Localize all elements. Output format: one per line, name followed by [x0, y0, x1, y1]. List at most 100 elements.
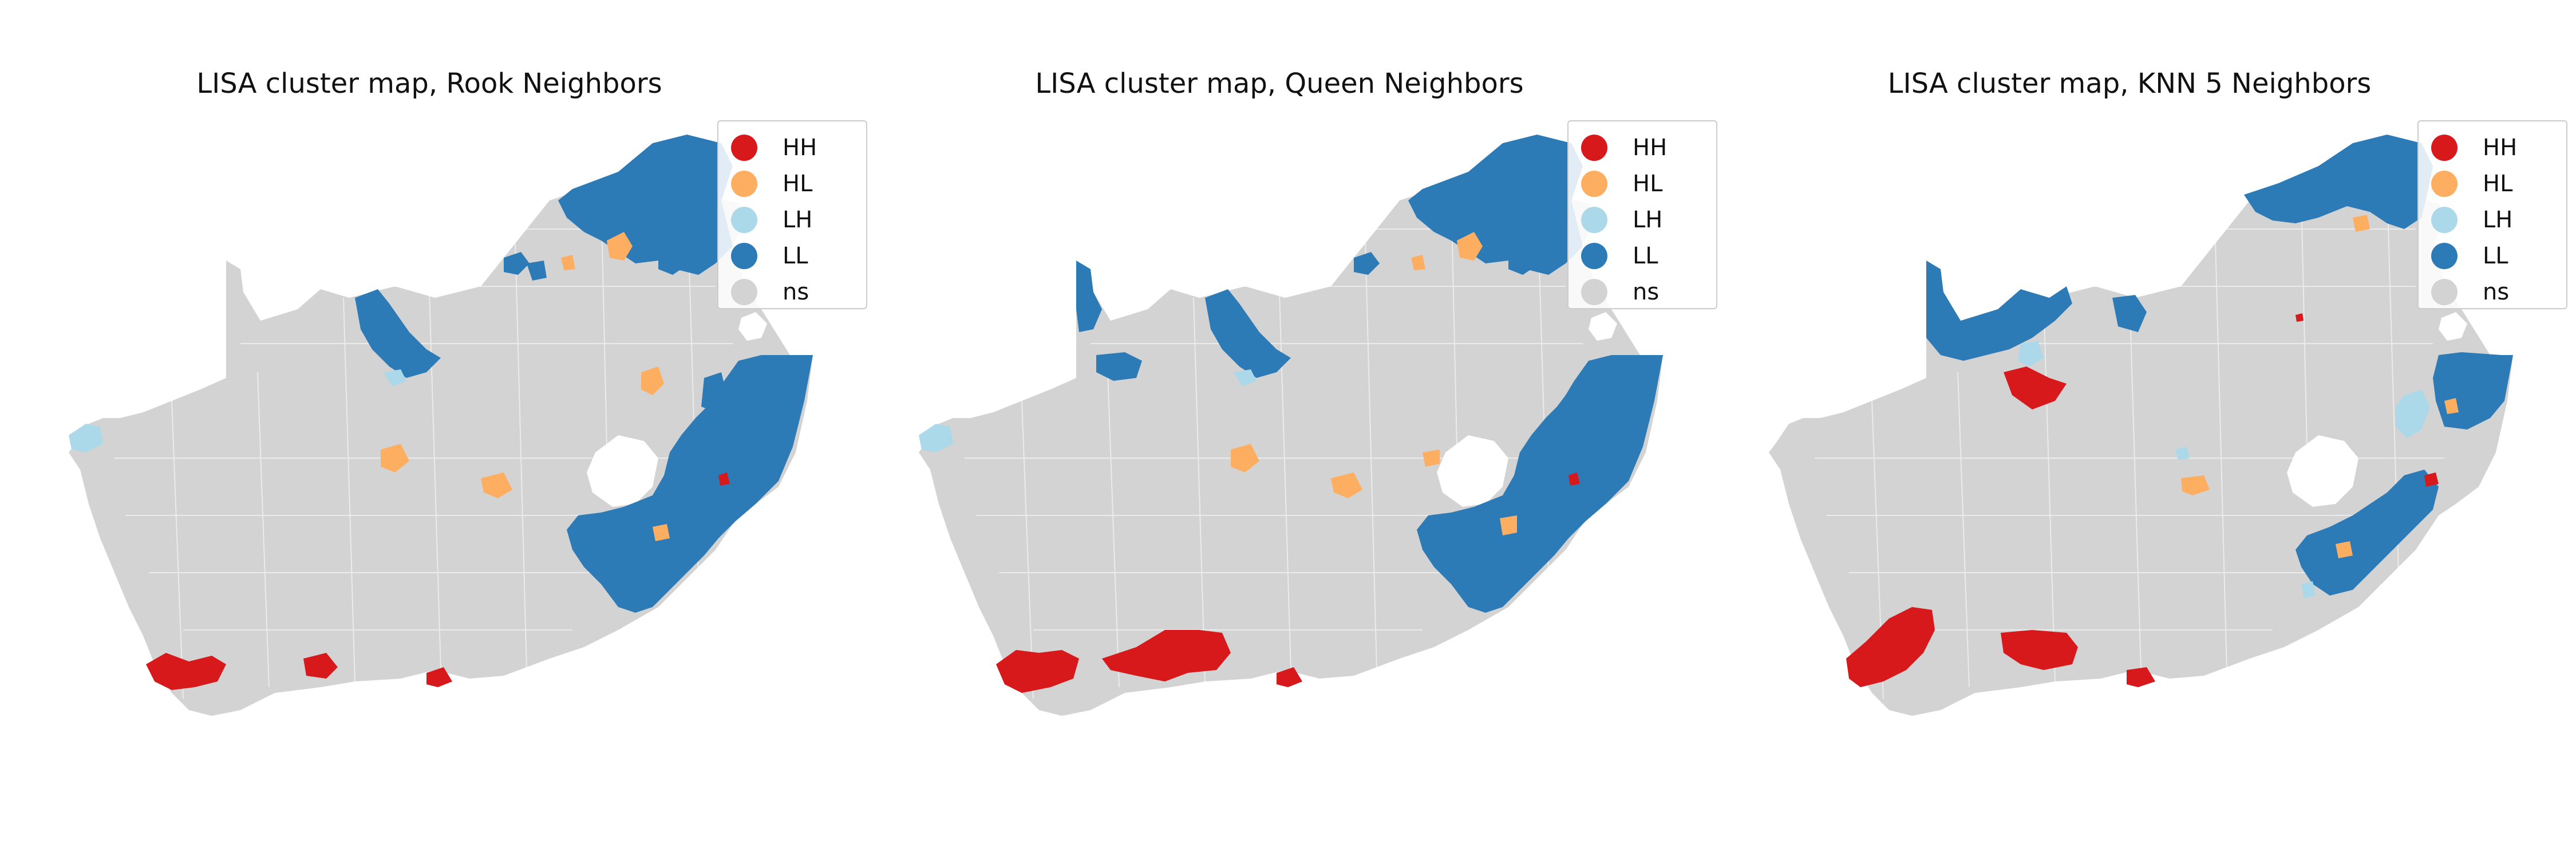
legend-label: LL: [2483, 242, 2508, 269]
region-ll: [658, 246, 690, 275]
lesotho-hole: [1437, 435, 1508, 507]
legend-marker: [2431, 170, 2458, 197]
legend-item-ns: ns: [1581, 274, 1716, 310]
panel-title: LISA cluster map, KNN 5 Neighbors: [1887, 68, 2372, 100]
region-hh: [1102, 630, 1231, 681]
legend-label: HL: [1633, 170, 1663, 197]
cluster-regions: [1846, 135, 2513, 687]
region-hl: [1500, 515, 1517, 535]
region-ll: [2112, 295, 2147, 332]
region-hl: [1331, 472, 1362, 498]
eswatini-hole: [738, 312, 767, 341]
region-lh: [2396, 389, 2430, 438]
legend-item-lh: LH: [1581, 202, 1716, 238]
region-ll: [1408, 135, 1583, 275]
legend-item-hh: HH: [2431, 129, 2566, 166]
legend-marker: [731, 278, 757, 305]
legend-item-hh: HH: [731, 129, 866, 166]
region-ll: [2244, 135, 2433, 229]
legend-label: ns: [783, 278, 809, 305]
legend-item-ll: LL: [1581, 238, 1716, 274]
legend-marker: [731, 134, 757, 161]
region-hh: [2296, 313, 2304, 322]
region-hl: [561, 255, 575, 270]
region-hl: [641, 367, 664, 395]
region-hl: [381, 444, 409, 472]
region-lh: [2301, 581, 2316, 598]
legend-label: HL: [783, 170, 813, 197]
legend-item-ns: ns: [2431, 274, 2566, 310]
region-ll: [701, 372, 727, 412]
legend-item-hl: HL: [1581, 166, 1716, 202]
region-hh: [718, 472, 730, 486]
legend-item-ns: ns: [731, 274, 866, 310]
legend-item-hh: HH: [1581, 129, 1716, 166]
municipal-grid: [114, 188, 744, 699]
legend-label: HH: [1633, 134, 1668, 161]
region-ll: [1926, 261, 2072, 361]
legend-marker: [731, 170, 757, 197]
legend-item-ll: LL: [2431, 238, 2566, 274]
legend-marker: [731, 242, 757, 269]
panel-title: LISA cluster map, Queen Neighbors: [1035, 68, 1524, 100]
legend-label: LL: [783, 242, 808, 269]
legend-item-ll: LL: [731, 238, 866, 274]
legend-marker: [1581, 278, 1607, 305]
legend-label: ns: [1633, 278, 1660, 305]
region-lh: [384, 369, 406, 387]
region-hh: [2004, 367, 2067, 409]
region-ll: [1417, 355, 1663, 613]
region-ll: [1205, 289, 1291, 378]
legend-item-hl: HL: [731, 166, 866, 202]
region-hh: [426, 667, 452, 687]
region-hl: [2444, 398, 2459, 414]
panel-rook: LISA cluster map, Rook Neighbors: [0, 0, 867, 859]
panel-knn: LISA cluster map, KNN 5 Neighbors: [1700, 0, 2567, 859]
legend-marker: [2431, 134, 2458, 161]
region-hl: [607, 232, 633, 261]
region-hh: [2001, 630, 2078, 670]
region-lh: [69, 424, 103, 452]
region-hl: [2353, 215, 2370, 232]
panel-title: LISA cluster map, Rook Neighbors: [196, 68, 662, 100]
map-rook: [69, 135, 813, 716]
region-ll: [504, 252, 530, 275]
region-ll: [527, 261, 547, 281]
legend-marker: [2431, 206, 2458, 233]
legend-marker: [2431, 278, 2458, 305]
legend-marker: [1581, 170, 1607, 197]
eswatini-hole: [1589, 312, 1617, 341]
legend-label: LH: [1633, 206, 1663, 233]
legend-item-lh: LH: [2431, 202, 2566, 238]
legend-label: HH: [783, 134, 817, 161]
region-ll: [355, 289, 441, 378]
region-hh: [146, 653, 226, 690]
legend-marker: [731, 206, 757, 233]
lesotho-hole: [2287, 435, 2358, 507]
region-hh: [1846, 607, 1935, 687]
map-knn: [1769, 135, 2513, 716]
legend-label: HH: [2483, 134, 2518, 161]
region-lh: [2018, 341, 2044, 367]
region-lh: [919, 424, 953, 452]
legend-marker: [1581, 206, 1607, 233]
region-hl: [2181, 475, 2210, 495]
region-lh: [1234, 369, 1257, 387]
region-hl: [1457, 232, 1483, 261]
legend-label: LH: [783, 206, 813, 233]
region-hl: [1423, 450, 1440, 467]
region-hh: [2424, 472, 2439, 487]
map-queen: [919, 135, 1663, 716]
legend: HH HL LH LL ns: [717, 120, 867, 309]
region-ll: [1096, 352, 1142, 381]
region-hl: [653, 524, 670, 541]
legend-item-hl: HL: [2431, 166, 2566, 202]
legend-marker: [2431, 242, 2458, 269]
region-hl: [481, 472, 512, 498]
legend: HH HL LH LL ns: [1567, 120, 1717, 309]
legend-marker: [1581, 134, 1607, 161]
legend-label: HL: [2483, 170, 2513, 197]
eswatini-hole: [2439, 312, 2467, 341]
lesotho-hole: [587, 435, 658, 507]
